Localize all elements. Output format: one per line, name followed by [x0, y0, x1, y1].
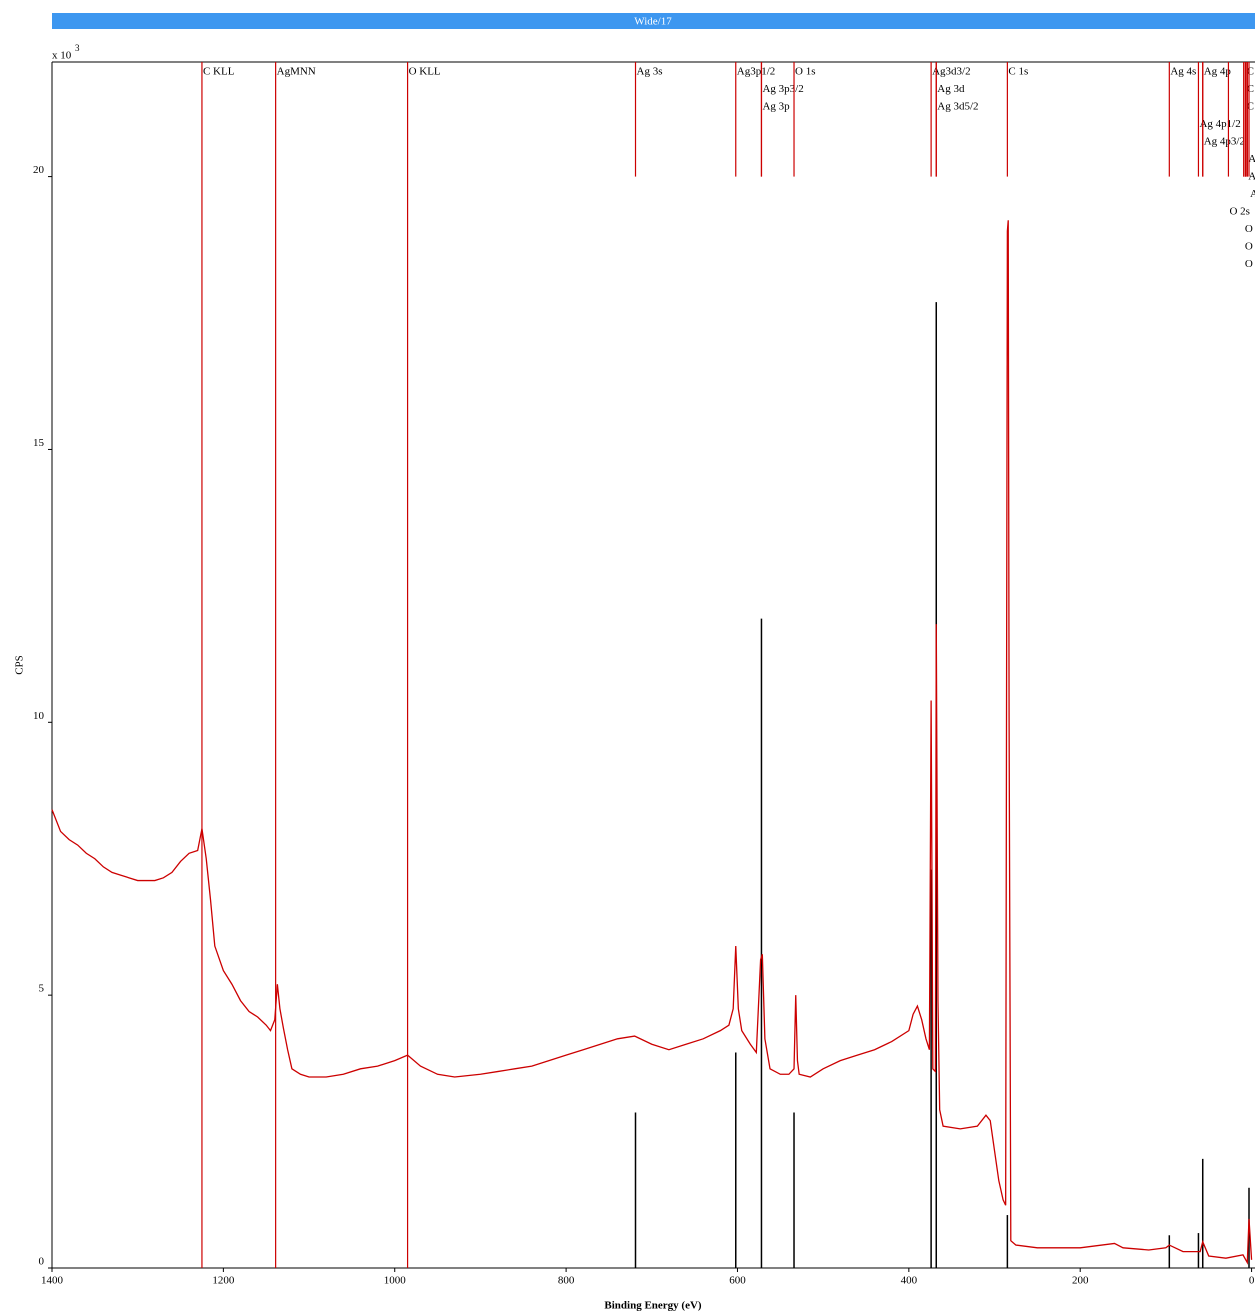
- y-axis-label: CPS: [14, 655, 26, 675]
- peak-marker-label: O: [1245, 241, 1253, 253]
- x-tick-label: 1200: [212, 1275, 235, 1287]
- peak-marker-label: C: [1247, 66, 1254, 78]
- peak-marker-label: O KLL: [409, 66, 441, 78]
- peak-marker-label: C: [1247, 101, 1254, 113]
- peak-marker-label: Ag 4s: [1170, 66, 1196, 78]
- peak-marker-label: O: [1245, 258, 1253, 270]
- y-tick-label: 15: [33, 437, 45, 449]
- peak-marker-label: Ag 4p1/2: [1199, 118, 1240, 130]
- x-axis-label: Binding Energy (eV): [604, 1300, 702, 1312]
- peak-marker-label: C: [1247, 83, 1254, 95]
- peak-marker-label: A: [1248, 171, 1255, 183]
- peak-marker-label: O: [1245, 223, 1253, 235]
- title-bar: [52, 13, 1255, 29]
- peak-marker-label: AgMNN: [277, 66, 316, 78]
- y-tick-label: 10: [33, 710, 45, 722]
- y-tick-label: 20: [33, 164, 45, 176]
- peak-marker-label: O 2s: [1229, 206, 1249, 218]
- peak-marker-label: Ag 3d: [937, 83, 965, 95]
- x-tick-label: 400: [901, 1275, 918, 1287]
- peak-marker-label: Ag3p1/2: [737, 66, 776, 78]
- peak-marker-label: Ag 3d5/2: [937, 101, 978, 113]
- peak-marker-label: Ag 3p3/2: [762, 83, 803, 95]
- y-tick-label: 0: [39, 1256, 45, 1268]
- peak-marker-label: C KLL: [203, 66, 235, 78]
- peak-marker-label: Ag 3p: [762, 101, 790, 113]
- peak-marker-label: C 1s: [1008, 66, 1028, 78]
- x-tick-label: 600: [729, 1275, 746, 1287]
- x-tick-label: 1400: [41, 1275, 64, 1287]
- x-tick-label: 800: [558, 1275, 575, 1287]
- y-tick-label: 5: [39, 983, 45, 995]
- peak-marker-label: Ag 3s: [637, 66, 663, 78]
- x-tick-label: 0: [1249, 1275, 1255, 1287]
- y-multiplier-exponent: 3: [75, 43, 80, 53]
- peak-marker-label: A: [1248, 153, 1255, 165]
- spectrum-line: [51, 220, 1253, 1265]
- peak-marker-label: Ag3d3/2: [932, 66, 971, 78]
- x-tick-label: 200: [1072, 1275, 1089, 1287]
- chart-title: Wide/17: [634, 16, 672, 28]
- y-multiplier: x 10: [52, 50, 72, 62]
- peak-marker-label: A: [1250, 188, 1255, 200]
- peak-marker-label: O 1s: [795, 66, 815, 78]
- peak-marker-label: Ag 4p3/2: [1204, 136, 1245, 148]
- peak-marker-label: Ag 4p: [1204, 66, 1232, 78]
- x-tick-label: 1000: [384, 1275, 407, 1287]
